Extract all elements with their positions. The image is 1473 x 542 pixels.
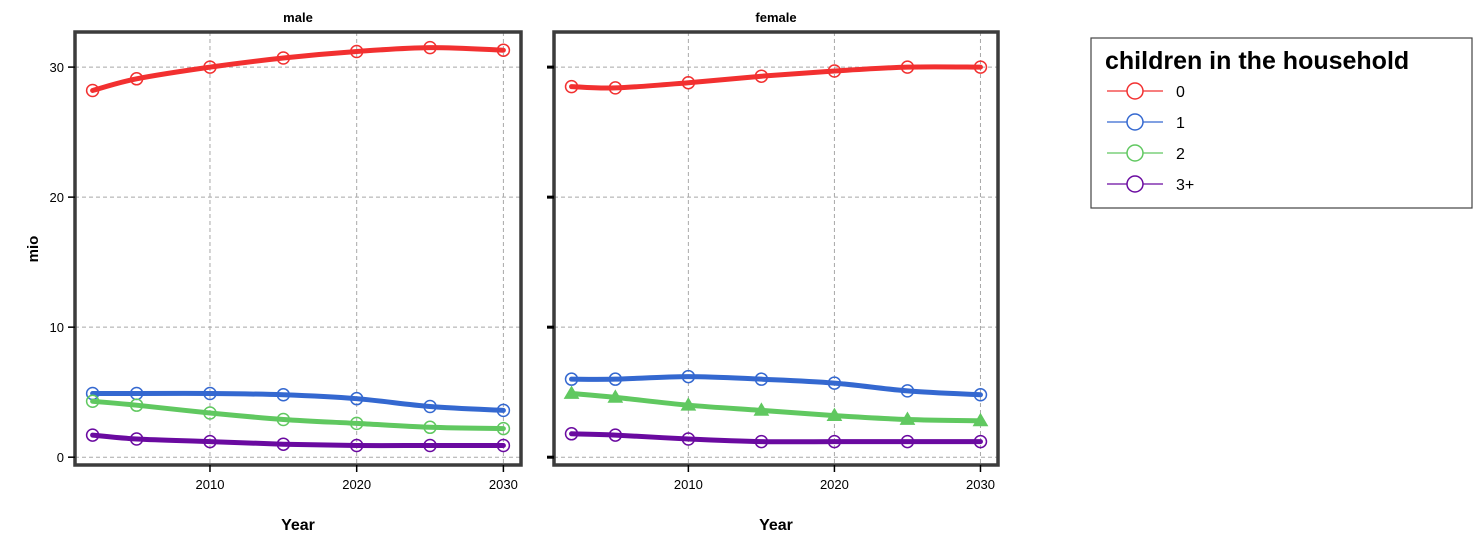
y-tick-label: 0 <box>57 450 64 465</box>
data-point-female-1-2025 <box>900 384 915 398</box>
data-point-male-2-2030 <box>496 421 511 436</box>
data-point-female-1-2015 <box>754 372 769 386</box>
x-axis-label: Year <box>281 517 315 534</box>
data-point-male-2-2025 <box>423 420 437 435</box>
data-point-male-2-2010 <box>203 406 217 420</box>
x-tick-label: 2010 <box>674 477 703 492</box>
x-tick-label: 2030 <box>489 477 518 492</box>
data-point-female-3+-2020 <box>827 434 842 449</box>
legend-label-3+: 3+ <box>1176 177 1194 194</box>
data-point-female-1-2030 <box>973 388 988 402</box>
data-point-female-1-2005 <box>608 372 623 386</box>
series-line-female-0 <box>569 64 983 91</box>
data-point-female-1-2002 <box>564 372 579 386</box>
data-point-male-2-2015 <box>276 412 291 427</box>
legend-label-1: 1 <box>1176 115 1185 132</box>
data-point-female-3+-2015 <box>754 434 769 449</box>
y-tick-label: 30 <box>50 60 64 75</box>
data-point-female-0-2025 <box>900 60 915 74</box>
legend-box <box>1090 37 1473 209</box>
data-point-male-1-2015 <box>276 388 291 402</box>
data-point-male-1-2010 <box>203 386 217 401</box>
data-point-male-3+-2025 <box>423 438 437 453</box>
data-point-female-1-2020 <box>827 376 842 390</box>
legend-title: children in the household <box>1105 47 1409 75</box>
x-axis-label: Year <box>759 517 793 534</box>
data-point-female-3+-2030 <box>973 434 988 449</box>
legend-label-0: 0 <box>1176 84 1185 101</box>
data-point-female-3+-2025 <box>900 434 915 449</box>
data-point-female-3+-2010 <box>681 432 696 446</box>
panel-frame-male <box>73 30 523 467</box>
data-point-female-1-2010 <box>681 369 696 384</box>
series-line-male-3+ <box>90 432 506 449</box>
data-point-female-2-2002 <box>563 385 580 399</box>
data-point-male-1-2025 <box>423 399 437 414</box>
data-point-female-3+-2005 <box>608 428 623 442</box>
data-point-female-3+-2002 <box>564 427 579 441</box>
data-point-male-0-2020 <box>349 44 364 59</box>
y-tick-label: 10 <box>50 320 64 335</box>
data-point-female-0-2005 <box>608 81 623 95</box>
legend-label-2: 2 <box>1176 146 1185 163</box>
data-point-female-0-2030 <box>973 60 988 74</box>
series-line-male-2 <box>90 398 506 432</box>
y-tick-label: 20 <box>50 190 64 205</box>
legend-marker-3+ <box>1126 175 1144 193</box>
data-point-male-0-2010 <box>203 60 217 74</box>
data-point-male-3+-2002 <box>85 428 100 442</box>
x-tick-label: 2020 <box>342 477 371 492</box>
legend-marker-0 <box>1126 82 1144 100</box>
data-point-male-2-2005 <box>129 398 144 412</box>
series-line-male-0 <box>90 45 506 94</box>
data-point-female-2-2030 <box>972 412 989 427</box>
panel-title-female: female <box>755 10 796 25</box>
series-line-male-1 <box>90 390 506 413</box>
data-point-female-0-2020 <box>827 64 842 78</box>
data-point-male-0-2002 <box>85 83 100 98</box>
data-point-female-2-2025 <box>899 411 916 425</box>
legend-marker-1 <box>1126 113 1144 131</box>
data-point-male-3+-2030 <box>496 438 511 453</box>
data-point-male-1-2030 <box>496 403 511 418</box>
data-point-female-2-2005 <box>607 389 624 403</box>
x-tick-label: 2020 <box>820 477 849 492</box>
data-point-male-3+-2015 <box>276 437 291 451</box>
panel-frame-female <box>552 30 1000 467</box>
data-point-female-2-2020 <box>826 407 843 421</box>
data-point-male-0-2030 <box>496 43 511 57</box>
series-line-female-2 <box>569 390 983 424</box>
data-point-male-3+-2010 <box>203 434 217 449</box>
data-point-male-2-2020 <box>349 416 364 431</box>
x-tick-label: 2030 <box>966 477 995 492</box>
data-point-male-1-2020 <box>349 391 364 406</box>
data-point-male-0-2005 <box>129 72 144 86</box>
data-point-male-0-2025 <box>423 40 437 55</box>
data-point-male-3+-2020 <box>349 438 364 453</box>
data-point-female-0-2015 <box>754 69 769 83</box>
y-axis-label: mio <box>25 236 42 263</box>
data-point-female-2-2015 <box>753 402 770 416</box>
data-point-female-2-2010 <box>680 397 697 411</box>
series-line-female-1 <box>569 374 983 398</box>
legend-marker-2 <box>1126 144 1144 162</box>
data-point-male-3+-2005 <box>129 432 144 446</box>
data-point-male-0-2015 <box>276 51 291 65</box>
data-point-female-0-2002 <box>564 79 579 94</box>
data-point-female-0-2010 <box>681 75 696 90</box>
series-line-female-3+ <box>569 431 983 445</box>
data-point-male-2-2002 <box>85 394 100 409</box>
panel-title-male: male <box>283 10 313 25</box>
x-tick-label: 2010 <box>196 477 225 492</box>
